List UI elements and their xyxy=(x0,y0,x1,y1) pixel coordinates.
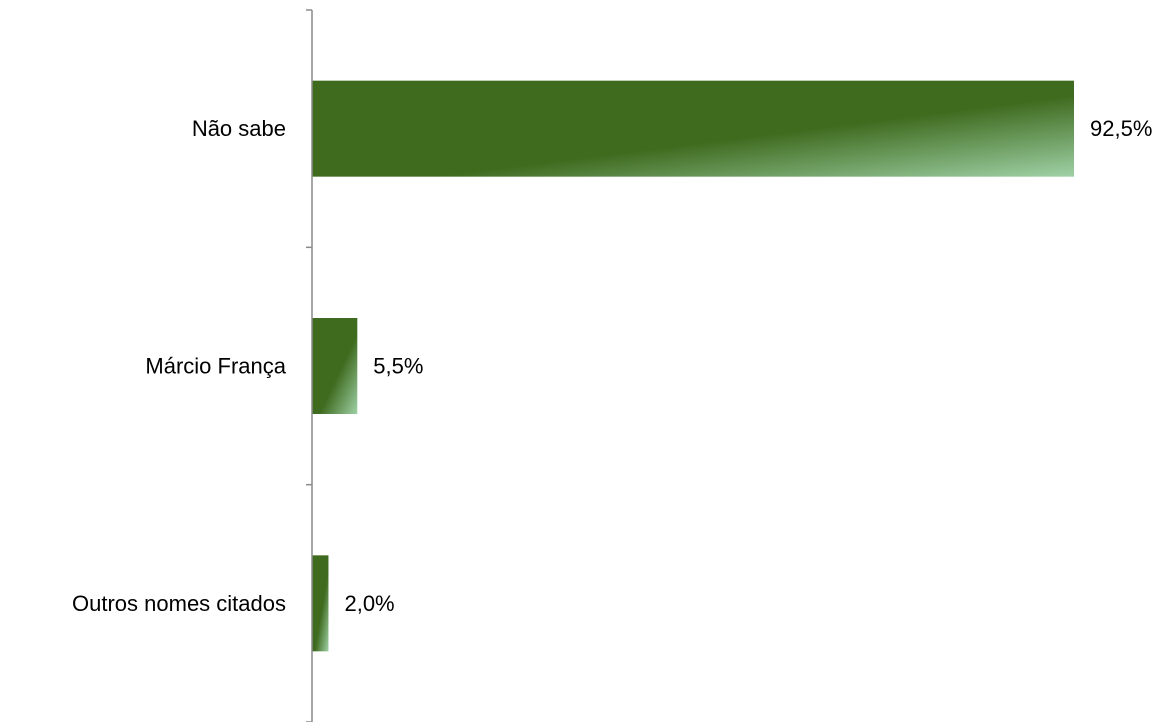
bars-group xyxy=(312,80,1074,652)
value-label: 2,0% xyxy=(344,591,394,616)
value-label: 5,5% xyxy=(373,354,423,379)
category-label: Márcio França xyxy=(145,354,286,379)
category-label: Outros nomes citados xyxy=(72,591,286,616)
value-label: 92,5% xyxy=(1090,116,1152,141)
bar-marcio-franca xyxy=(312,318,358,414)
category-axis xyxy=(306,9,313,722)
bar-nao-sabe xyxy=(312,80,1074,177)
bar-outros-nomes-citados xyxy=(312,555,329,652)
category-label: Não sabe xyxy=(192,116,286,141)
labels-group: Não sabe 92,5% Márcio França 5,5% Outros nom… xyxy=(72,116,1152,616)
